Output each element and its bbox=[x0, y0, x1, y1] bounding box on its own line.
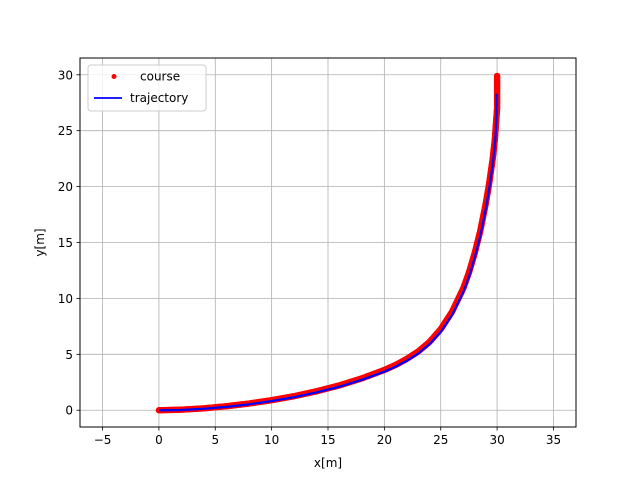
x-tick-label: 35 bbox=[546, 433, 561, 447]
x-tick-label: 10 bbox=[264, 433, 279, 447]
trajectory-line bbox=[158, 93, 498, 412]
legend-trajectory-label: trajectory bbox=[130, 91, 188, 105]
plot-data bbox=[155, 72, 501, 414]
y-tick-label: 0 bbox=[65, 404, 73, 418]
y-tick-label: 20 bbox=[58, 180, 73, 194]
x-axis-label: x[m] bbox=[314, 456, 342, 470]
legend-course-label: course bbox=[140, 70, 180, 84]
y-tick-label: 15 bbox=[58, 236, 73, 250]
x-tick-label: 25 bbox=[433, 433, 448, 447]
x-tick-label: −5 bbox=[94, 433, 112, 447]
y-tick-label: 5 bbox=[65, 348, 73, 362]
legend: course trajectory bbox=[87, 64, 207, 112]
course-point bbox=[493, 72, 501, 80]
legend-course-marker bbox=[111, 74, 117, 79]
x-tick-label: 30 bbox=[489, 433, 504, 447]
legend-box bbox=[87, 64, 207, 112]
grid bbox=[80, 58, 576, 427]
x-tick-label: 5 bbox=[211, 433, 219, 447]
y-tick-label: 25 bbox=[58, 124, 73, 138]
x-tick-label: 20 bbox=[377, 433, 392, 447]
y-axis-label: y[m] bbox=[33, 228, 47, 256]
y-tick-label: 30 bbox=[58, 68, 73, 82]
x-tick-label: 15 bbox=[320, 433, 335, 447]
y-tick-label: 10 bbox=[58, 292, 73, 306]
x-tick-label: 0 bbox=[155, 433, 163, 447]
ticks: −5 0 5 10 15 20 25 30 35 0 5 10 15 20 25 30 bbox=[58, 68, 561, 447]
